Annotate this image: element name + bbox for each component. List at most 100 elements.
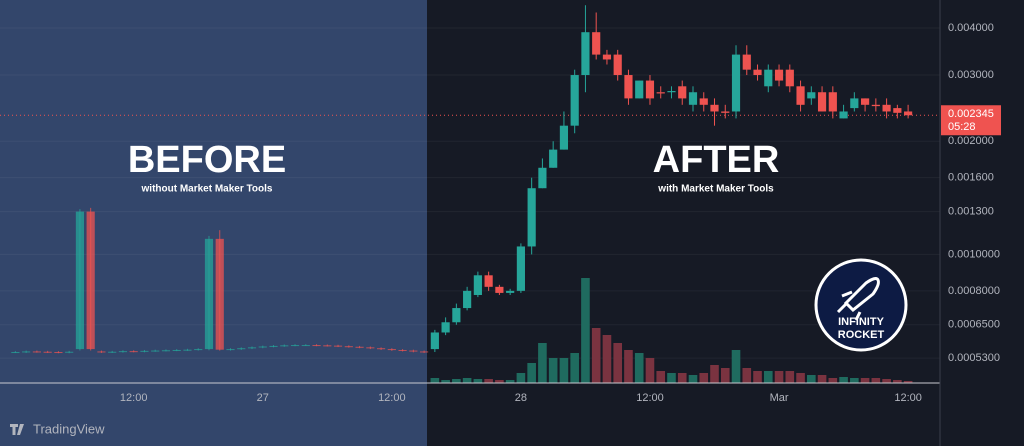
candle-body <box>774 69 784 81</box>
candle-body <box>183 349 192 351</box>
candle-body <box>366 347 375 349</box>
candle-body <box>75 211 84 350</box>
last-price-label: 0.002345 <box>948 108 994 120</box>
candle-body <box>667 91 676 93</box>
candle-body <box>430 332 439 350</box>
candle-body <box>516 246 525 291</box>
candle-body <box>473 275 482 295</box>
candle-body <box>108 351 117 353</box>
candle-body <box>828 92 837 112</box>
volume-bar <box>688 375 698 383</box>
volume-bar <box>753 371 762 383</box>
volume-bar <box>731 350 741 383</box>
volume-bar <box>667 373 676 383</box>
candle-body <box>86 211 95 350</box>
volume-bar <box>441 380 450 383</box>
candle-body <box>624 75 633 99</box>
candle-body <box>527 188 536 247</box>
countdown-label: 05:28 <box>948 121 976 133</box>
x-tick-label: 27 <box>257 392 269 404</box>
volume-bar <box>903 381 913 383</box>
before-panel <box>0 0 427 446</box>
candle-body <box>613 54 622 76</box>
volume-bar <box>710 365 719 383</box>
candle-body <box>581 32 590 76</box>
candle-body <box>721 111 730 113</box>
candle-body <box>22 351 31 353</box>
after-subtitle: with Market Maker Tools <box>657 184 774 195</box>
candle-body <box>323 345 332 347</box>
volume-bar <box>828 378 838 383</box>
volume-bar <box>602 335 612 383</box>
candle-body <box>731 54 741 112</box>
candle-body <box>861 98 870 105</box>
x-tick-label: 28 <box>515 392 527 404</box>
candle-body <box>65 351 74 353</box>
volume-bar <box>516 373 526 383</box>
candle-body <box>312 345 321 347</box>
logo: INFINITY ROCKET <box>814 258 908 352</box>
candle-body <box>882 104 891 112</box>
candle-body <box>247 347 257 349</box>
volume-bar <box>473 379 483 383</box>
after-title: AFTER <box>653 139 780 181</box>
candle-body <box>656 92 665 94</box>
candle-body <box>538 167 547 189</box>
volume-bar <box>548 358 558 383</box>
candle-body <box>710 104 719 112</box>
candle-body <box>280 345 289 347</box>
candle-body <box>387 349 396 351</box>
candle-body <box>850 98 859 109</box>
candle-body <box>355 346 364 348</box>
candle-body <box>817 92 827 112</box>
candle-body <box>688 92 698 105</box>
volume-bar <box>871 378 881 383</box>
brand-name: TradingView <box>33 421 105 436</box>
x-tick-label: 12:00 <box>894 392 922 404</box>
volume-bar <box>505 380 515 383</box>
volume-bar <box>634 353 644 383</box>
y-tick-label: 0.0008000 <box>948 285 1000 297</box>
candle-body <box>506 290 515 293</box>
volume-bar <box>774 371 784 383</box>
volume-bar <box>796 373 805 383</box>
volume-bar <box>677 373 687 383</box>
candle-body <box>161 350 171 352</box>
candle-body <box>344 346 353 348</box>
candle-body <box>194 349 203 351</box>
candle-body <box>301 345 310 347</box>
volume-bar <box>452 379 461 383</box>
volume-bar <box>527 363 536 383</box>
candle-body <box>463 290 472 309</box>
candle-body <box>290 345 300 347</box>
candle-body <box>11 352 20 354</box>
volume-bar <box>495 380 504 383</box>
volume-bar <box>559 358 569 383</box>
volume-bar <box>839 377 848 383</box>
candle-body <box>32 351 41 353</box>
volume-bar <box>785 371 795 383</box>
candle-body <box>129 351 138 353</box>
x-tick-label: 12:00 <box>120 392 148 404</box>
volume-bar <box>817 375 827 383</box>
volume-bar <box>742 368 752 383</box>
candle-body <box>258 346 267 348</box>
volume-bar <box>656 371 666 383</box>
candle-body <box>839 111 848 119</box>
candle-body <box>764 69 773 87</box>
candle-body <box>237 348 246 350</box>
volume-bar <box>591 328 601 383</box>
y-tick-label: 0.0010000 <box>948 248 1000 260</box>
volume-bar <box>430 378 440 383</box>
y-tick-label: 0.001300 <box>948 205 994 217</box>
volume-bar <box>570 353 579 383</box>
candle-body <box>807 92 816 99</box>
candle-body <box>43 351 52 353</box>
x-tick-label: 12:00 <box>636 392 664 404</box>
before-title: BEFORE <box>128 139 286 181</box>
before-subtitle: without Market Maker Tools <box>141 184 273 195</box>
candle-body <box>495 286 504 293</box>
candle-body <box>54 352 63 354</box>
candle-body <box>333 345 343 347</box>
candle-body <box>441 322 450 333</box>
